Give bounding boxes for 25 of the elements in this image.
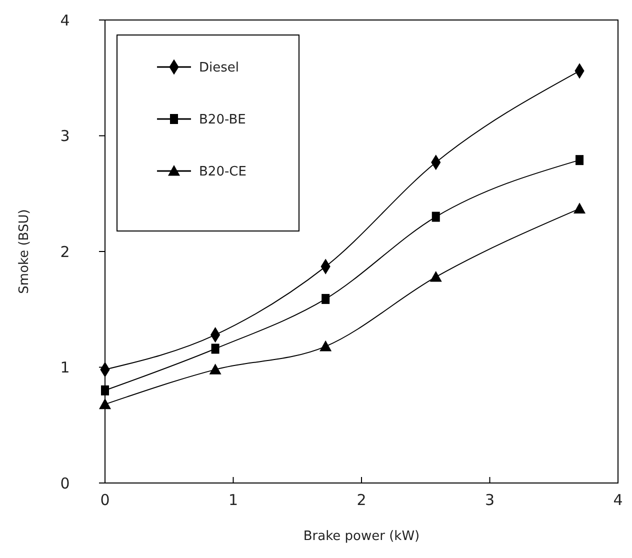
x-tick-label: 0 <box>100 491 110 509</box>
y-axis-title: Smoke (BSU) <box>17 209 32 294</box>
point <box>432 212 440 222</box>
point <box>576 155 584 166</box>
x-axis-title: Brake power (kW) <box>303 529 420 544</box>
y-tick-label: 4 <box>60 11 70 30</box>
y-tick-label: 0 <box>60 474 70 492</box>
point <box>320 340 332 352</box>
x-tick-label: 1 <box>228 491 238 509</box>
legend-label: B20-CE <box>199 164 246 180</box>
legend-label: B20-BE <box>199 112 246 128</box>
point <box>209 364 222 374</box>
point <box>430 270 442 282</box>
x-tick-label: 4 <box>613 491 623 509</box>
point <box>322 294 330 304</box>
y-tick-label: 1 <box>60 358 70 376</box>
y-tick-label: 3 <box>60 127 70 145</box>
y-tick-label: 2 <box>60 242 70 261</box>
point <box>101 385 109 396</box>
legend-label: Diesel <box>199 60 240 76</box>
point <box>574 202 586 214</box>
point <box>211 344 220 354</box>
x-tick-label: 2 <box>356 491 366 509</box>
point <box>99 398 111 410</box>
x-tick-label: 3 <box>484 491 495 509</box>
